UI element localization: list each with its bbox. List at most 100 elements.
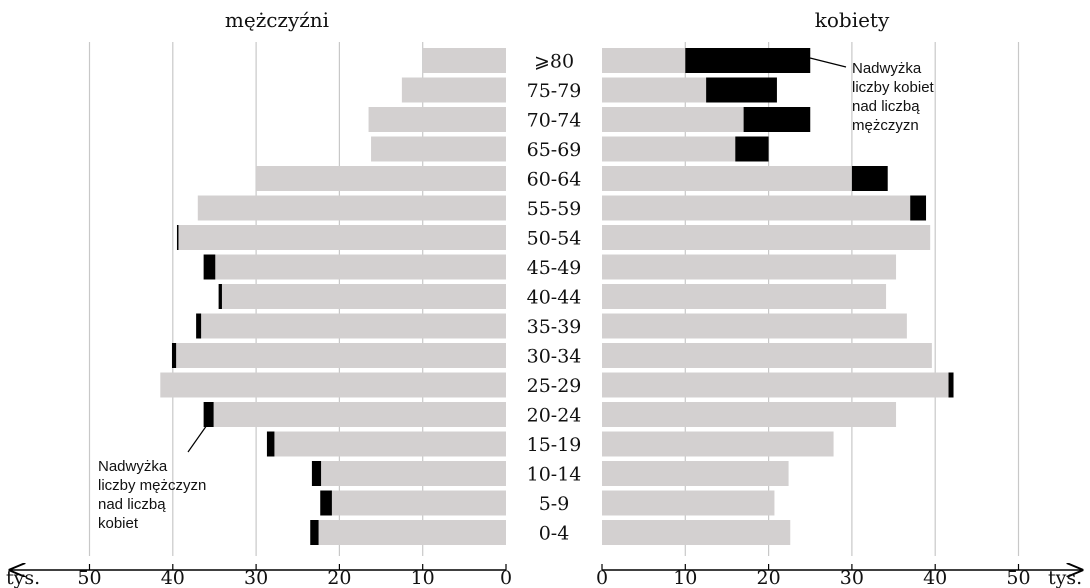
age-label-30-34: 30-34 [527, 346, 582, 368]
age-label-65-69: 65-69 [527, 139, 582, 161]
bar-men-surplus-0-4 [310, 520, 319, 545]
bar-men-25-29 [160, 372, 506, 398]
annotation-men-line-2: liczby mężczyzn [98, 477, 206, 494]
age-label-70-74: 70-74 [527, 110, 582, 132]
bar-women-5-9 [602, 490, 775, 516]
age-label-5-9: 5-9 [539, 493, 570, 515]
bar-women-25-29 [602, 372, 949, 398]
tick-label-right-20: 20 [757, 567, 781, 588]
bar-men-70-74 [368, 107, 506, 132]
annotation-men-line-1: Nadwyżka [98, 458, 168, 475]
bar-men-65-69 [371, 136, 506, 162]
bar-men-50-54 [177, 225, 506, 250]
age-label-20-24: 20-24 [527, 405, 582, 427]
bar-women-surplus-70-74 [743, 107, 811, 132]
bar-men-15-19 [274, 431, 506, 457]
bars [160, 48, 954, 545]
tick-label-right-50: 50 [1006, 567, 1030, 588]
age-label-40-44: 40-44 [527, 287, 582, 309]
age-label-50-54: 50-54 [527, 228, 582, 250]
tick-label-left-40: 40 [161, 567, 185, 588]
bar-men-55-59 [197, 195, 507, 221]
bar-women-55-59 [602, 195, 911, 221]
bar-men-surplus-10-14 [311, 461, 322, 486]
tick-label-right-0: 0 [596, 567, 608, 588]
tick-label-right-10: 10 [673, 567, 697, 588]
tick-label-left-50: 50 [77, 567, 101, 588]
bar-men-surplus-15-19 [266, 431, 275, 457]
bar-men-surplus-35-39 [196, 313, 202, 339]
bar-men-0-4 [318, 520, 506, 545]
age-label-15-19: 15-19 [527, 434, 582, 456]
age-label-75-79: 75-79 [527, 80, 582, 102]
axes: 0 0 10 10 20 20 30 30 40 40 50 50 [10, 564, 1082, 588]
bar-women-surplus-55-59 [910, 195, 927, 221]
tick-label-left-30: 30 [244, 567, 268, 588]
bar-women-surplus-75-79 [706, 77, 777, 103]
annotation-women-line-4: mężczyzn [852, 117, 919, 134]
bar-men-45-49 [215, 254, 506, 280]
bar-men-surplus-45-49 [203, 254, 216, 280]
tick-label-right-30: 30 [840, 567, 864, 588]
age-label-45-49: 45-49 [527, 257, 582, 279]
annotation-men-line-4: kobiet [98, 515, 139, 532]
bar-men-20-24 [213, 402, 506, 427]
tick-label-right-40: 40 [923, 567, 947, 588]
annotation-surplus-men: Nadwyżka liczby mężczyzn nad liczbą kobi… [98, 458, 211, 532]
annotation-women-line-1: Nadwyżka [852, 60, 922, 77]
bar-men-75-79 [401, 77, 506, 103]
bar-men-surplus-30-34 [171, 343, 177, 368]
bar-women-surplus-80 [685, 48, 811, 73]
bar-women-30-34 [602, 343, 932, 368]
unit-label-left: tys. [6, 567, 40, 588]
annotation-pointer-men [187, 424, 208, 453]
bar-women-40-44 [602, 284, 887, 309]
bar-women-surplus-60-64 [851, 166, 888, 191]
bar-women-80 [602, 48, 686, 73]
bar-men-40-44 [221, 284, 506, 309]
bar-men-80 [422, 48, 506, 73]
bar-men-10-14 [321, 461, 506, 486]
bar-women-35-39 [602, 313, 907, 339]
bar-women-60-64 [602, 166, 852, 191]
bar-women-10-14 [602, 461, 789, 486]
bar-men-30-34 [176, 343, 506, 368]
bar-men-35-39 [201, 313, 506, 339]
bar-men-surplus-5-9 [320, 490, 332, 516]
title-men: mężczyźni [225, 8, 329, 32]
bar-men-surplus-50-54 [176, 225, 179, 250]
annotation-men-line-3: nad liczbą [98, 496, 166, 513]
bar-men-5-9 [331, 490, 506, 516]
bar-women-65-69 [602, 136, 736, 162]
tick-label-left-10: 10 [411, 567, 435, 588]
bar-women-50-54 [602, 225, 931, 250]
annotation-women-line-2: liczby kobiet [852, 79, 935, 96]
tick-label-left-0: 0 [500, 567, 512, 588]
age-label-10-14: 10-14 [527, 464, 582, 486]
annotation-women-line-3: nad liczbą [852, 98, 920, 115]
annotation-pointer-women [809, 57, 847, 68]
bar-women-0-4 [602, 520, 791, 545]
bar-women-15-19 [602, 431, 834, 457]
bar-men-surplus-40-44 [218, 284, 222, 309]
tick-label-left-20: 20 [327, 567, 351, 588]
bar-women-45-49 [602, 254, 897, 280]
bar-women-70-74 [602, 107, 744, 132]
age-label-35-39: 35-39 [527, 316, 582, 338]
bar-women-75-79 [602, 77, 707, 103]
age-label-25-29: 25-29 [527, 375, 582, 397]
bar-women-surplus-25-29 [948, 372, 954, 398]
age-label-55-59: 55-59 [527, 198, 582, 220]
annotation-surplus-women: Nadwyżka liczby kobiet nad liczbą mężczy… [852, 60, 938, 134]
bar-women-surplus-65-69 [735, 136, 769, 162]
age-label-0-4: 0-4 [539, 523, 570, 545]
unit-label-right: tys. [1048, 567, 1082, 588]
age-label-60-64: 60-64 [527, 169, 582, 191]
age-labels: ⩾80 75-79 70-74 65-69 60-64 55-59 50-54 45-49 40… [527, 51, 582, 545]
age-label-80: ⩾80 [534, 51, 574, 73]
bar-men-60-64 [256, 166, 506, 191]
bar-women-20-24 [602, 402, 897, 427]
bar-men-surplus-20-24 [203, 402, 214, 427]
title-women: kobiety [815, 8, 890, 32]
